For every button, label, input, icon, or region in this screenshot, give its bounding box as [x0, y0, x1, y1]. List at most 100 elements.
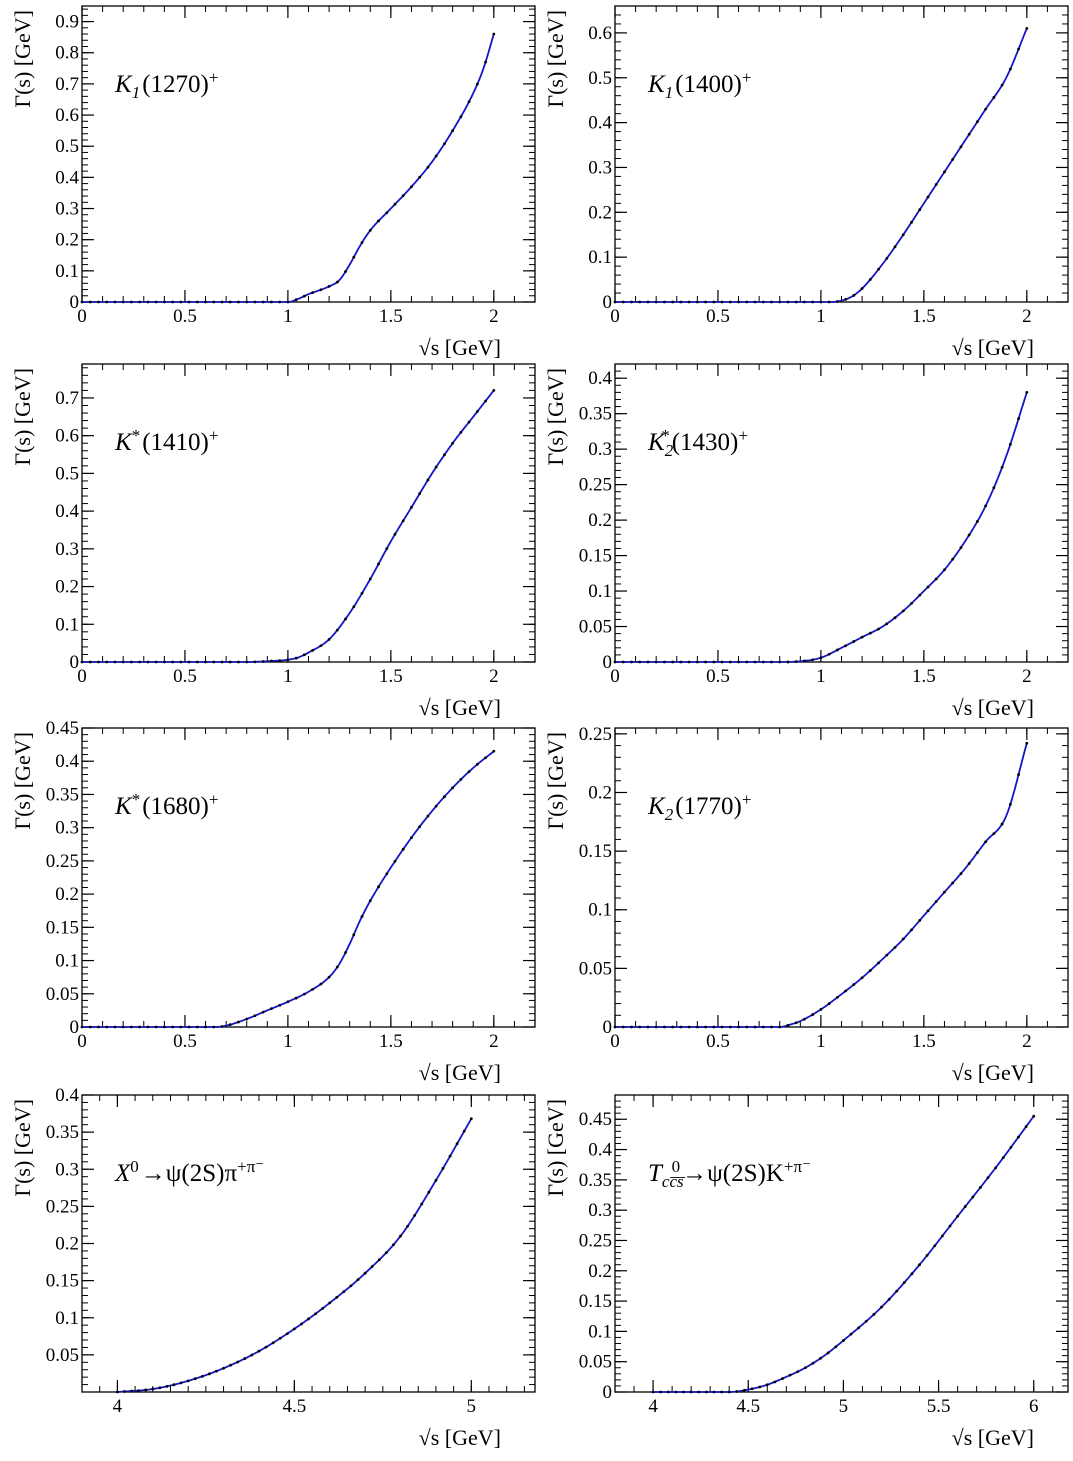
y-tick-label: 0.3 — [55, 199, 79, 220]
sample-point — [137, 1389, 141, 1392]
sample-point — [794, 1021, 798, 1025]
panel-label: K1(1400)+ — [647, 68, 751, 103]
sample-point — [770, 300, 773, 304]
sample-point — [967, 132, 971, 136]
x-tick-label: 1.5 — [379, 666, 403, 687]
panel-label-rest: (1270) — [142, 71, 209, 98]
sample-point — [245, 660, 249, 664]
sample-point — [687, 300, 691, 304]
sample-point — [451, 129, 455, 133]
sample-point — [786, 1023, 790, 1027]
plot-frame — [81, 5, 536, 303]
panel-label-charge: +π⁻ — [784, 1157, 811, 1176]
sample-point — [753, 1025, 757, 1029]
y-tick-label: 0.15 — [46, 1271, 79, 1292]
sample-point — [720, 1390, 723, 1394]
sample-point — [918, 208, 922, 212]
x-tick-label: 4 — [648, 1396, 658, 1417]
sample-point — [278, 300, 282, 304]
panel-1: 0 0.5 1 1.5 2 0 0.1 0.2 0.3 0.4 0.5 0.6 0.7 0.8 0.9 √s … — [10, 5, 536, 360]
sample-point — [984, 840, 988, 844]
sample-point — [80, 300, 84, 304]
sample-point — [654, 1025, 658, 1029]
sample-point — [434, 154, 438, 158]
x-tick-label: 2 — [489, 666, 499, 687]
sample-point — [803, 1366, 807, 1370]
sample-point — [852, 983, 856, 986]
sample-point — [868, 969, 872, 972]
sample-point — [171, 660, 175, 664]
sample-point — [967, 533, 971, 537]
sample-point — [852, 640, 856, 643]
sample-point — [811, 1361, 815, 1365]
sample-point — [171, 300, 175, 304]
sample-point — [271, 1341, 275, 1345]
x-tick-label: 0 — [77, 306, 87, 327]
sample-point — [97, 660, 100, 664]
y-tick-label: 0.5 — [55, 136, 79, 157]
width-curve — [615, 28, 1028, 303]
sample-point — [773, 1380, 777, 1384]
sample-point — [735, 1390, 739, 1393]
sample-point — [872, 1313, 876, 1316]
sample-point — [986, 1176, 990, 1180]
sample-point — [864, 1319, 868, 1323]
sample-point — [105, 660, 109, 664]
sample-point — [638, 300, 642, 304]
sample-point — [1008, 442, 1012, 446]
sample-point — [1000, 822, 1004, 826]
sample-point — [302, 653, 306, 657]
panel-label-charge: + — [742, 68, 752, 87]
sample-point — [728, 660, 732, 664]
sample-point — [819, 1356, 822, 1360]
sample-point — [459, 430, 463, 434]
panel-label-sup: * — [132, 426, 141, 445]
sample-point — [679, 300, 683, 304]
sample-point — [146, 300, 150, 304]
sample-point — [918, 918, 922, 922]
sample-point — [459, 115, 463, 119]
sample-point — [406, 1224, 409, 1228]
panel-label-sub: cc̅s̅ — [662, 1172, 686, 1191]
sample-point — [1024, 1125, 1028, 1128]
sample-point — [778, 300, 782, 304]
sample-point — [712, 1025, 716, 1029]
sample-point — [97, 300, 100, 304]
y-tick-label: 0.25 — [46, 851, 79, 872]
sample-point — [671, 660, 675, 664]
sample-point — [770, 1025, 773, 1029]
panel-label: K*(1680)+ — [114, 790, 218, 821]
sample-point — [250, 1353, 254, 1357]
sample-point — [138, 300, 142, 304]
panel-label-rest: (1430) — [672, 429, 739, 456]
sample-point — [695, 300, 699, 304]
sample-point — [434, 804, 438, 808]
sample-point — [113, 660, 117, 664]
x-tick-label: 2 — [489, 306, 499, 327]
sample-point — [959, 546, 963, 550]
sample-point — [377, 562, 380, 566]
sample-point — [770, 660, 773, 664]
y-axis-title: Γ(s) [GeV] — [10, 1099, 35, 1197]
sample-point — [130, 300, 133, 304]
sample-point — [492, 749, 496, 753]
sample-point — [720, 660, 724, 664]
sample-point — [393, 859, 397, 863]
sample-point — [344, 270, 347, 273]
sample-point — [186, 1379, 190, 1383]
y-tick-label: 0.1 — [55, 1308, 79, 1329]
y-tick-label: 0.6 — [55, 426, 79, 447]
panel-5: 0 0.5 1 1.5 2 0 0.05 0.1 0.15 0.2 0.25 0.3 0.35 0.4 0.… — [10, 718, 536, 1085]
panel-label-base: K — [647, 793, 666, 820]
panel-label: Tcc̅s̅0→ψ(2S)K+π⁻ — [648, 1157, 811, 1192]
sample-point — [967, 862, 971, 865]
sample-point — [613, 1025, 617, 1029]
sample-point — [976, 120, 979, 124]
x-tick-label: 5 — [839, 1396, 849, 1417]
x-axis-title: √s [GeV] — [952, 1060, 1034, 1085]
y-tick-label: 0.35 — [46, 1122, 79, 1143]
sample-point — [459, 778, 463, 781]
sample-point — [803, 1017, 806, 1021]
sample-point — [236, 1360, 240, 1364]
sample-point — [302, 992, 306, 996]
